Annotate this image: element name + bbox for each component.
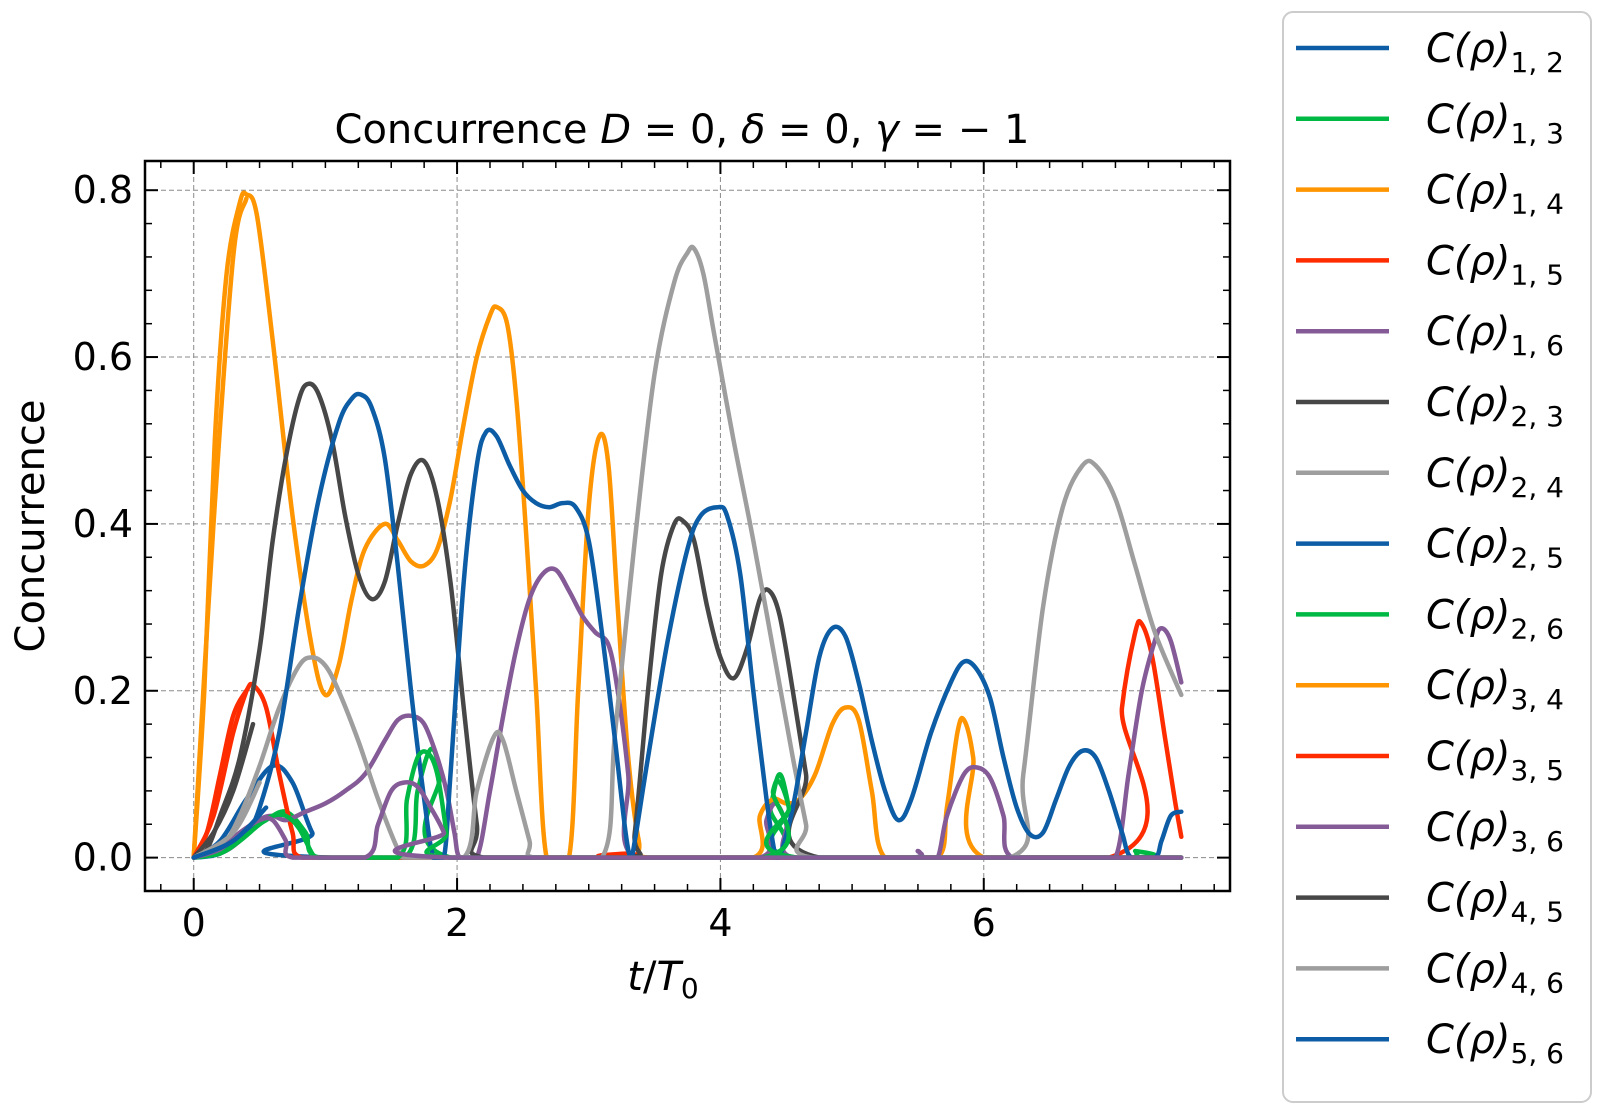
series-line-5-6 [191, 805, 269, 860]
legend-label: C(ρ)2, 6 [1426, 592, 1564, 645]
legend-label: C(ρ)5, 6 [1426, 1017, 1564, 1070]
y-axis-label: Concurrence [8, 400, 54, 653]
y-tick-label: 0.8 [73, 168, 133, 212]
legend-label: C(ρ)1, 3 [1426, 97, 1564, 150]
series-line-2-4 [191, 244, 1184, 860]
legend-label: C(ρ)1, 5 [1426, 238, 1564, 291]
x-tick-label: 6 [972, 901, 996, 945]
series-line-4-5 [191, 721, 256, 860]
axis-ticks [145, 161, 1230, 892]
legend-label: C(ρ)1, 6 [1426, 309, 1564, 362]
legend-label: C(ρ)1, 2 [1426, 26, 1564, 79]
legend-label: C(ρ)2, 4 [1426, 451, 1564, 504]
x-tick-label: 2 [445, 901, 469, 945]
y-tick-label: 0.0 [73, 836, 133, 880]
y-tick-label: 0.6 [73, 335, 133, 379]
chart-title: Concurrence D = 0, δ = 0, γ = − 1 [335, 107, 1030, 153]
series-line-3-4 [191, 196, 249, 860]
series-line-3-5 [191, 688, 249, 860]
series-line-2-5 [191, 391, 1184, 860]
x-axis-label: t/T0 [627, 954, 698, 1005]
series-lines [191, 190, 1184, 860]
grid-lines [145, 161, 1230, 891]
tick-labels: 0 2 4 6 0.0 0.2 0.4 0.6 0.8 [73, 168, 996, 945]
legend-label: C(ρ)1, 4 [1426, 168, 1564, 221]
legend-box [1282, 11, 1592, 1103]
series-line-1-6 [191, 566, 1184, 860]
series-line-2-6 [191, 749, 1184, 860]
legend-label: C(ρ)3, 6 [1426, 805, 1564, 858]
legend-label: C(ρ)3, 4 [1426, 663, 1564, 716]
legend-label: C(ρ)4, 6 [1426, 946, 1564, 999]
y-tick-label: 0.4 [73, 502, 133, 546]
y-tick-label: 0.2 [73, 669, 133, 713]
legend-label: C(ρ)4, 5 [1426, 876, 1564, 929]
legend-label: C(ρ)3, 5 [1426, 734, 1564, 787]
x-tick-label: 0 [182, 901, 206, 945]
series-line-1-2 [191, 763, 1184, 860]
x-tick-label: 4 [708, 901, 732, 945]
legend-label: C(ρ)2, 3 [1426, 380, 1564, 433]
legend: C(ρ)1, 2 C(ρ)1, 3 C(ρ)1, 4 C(ρ)1, 5 C(ρ)1, 6… [1296, 26, 1564, 1070]
legend-label: C(ρ)2, 5 [1426, 522, 1564, 575]
